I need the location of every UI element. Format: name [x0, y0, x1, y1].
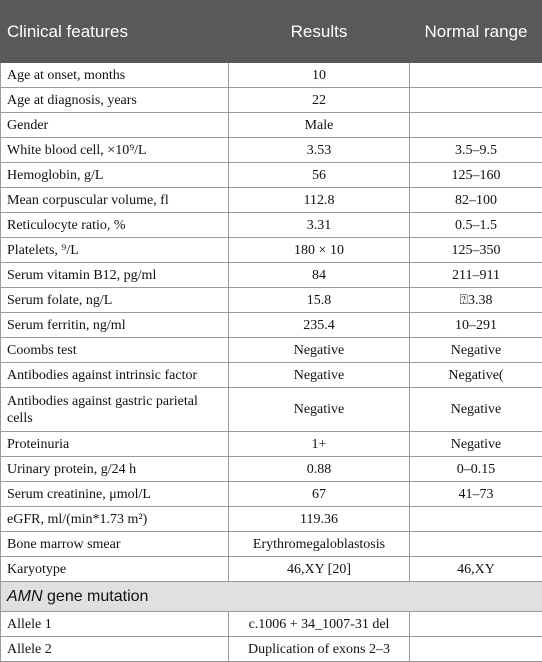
- table-cell: Negative: [410, 388, 542, 432]
- header-cell: Normal range: [410, 1, 542, 63]
- table-cell: Negative: [229, 388, 410, 432]
- header-cell: Results: [229, 1, 410, 63]
- table-cell: Negative: [229, 363, 410, 388]
- table-cell: Age at diagnosis, years: [1, 88, 229, 113]
- table-cell: Mean corpuscular volume, fl: [1, 188, 229, 213]
- table-cell: 82–100: [410, 188, 542, 213]
- table-cell: [410, 63, 542, 88]
- table-cell: 46,XY [20]: [229, 557, 410, 582]
- header-cell: Clinical features: [1, 1, 229, 63]
- table-cell: [410, 532, 542, 557]
- table-cell: 22: [229, 88, 410, 113]
- table-cell: Negative: [410, 432, 542, 457]
- table-cell: Age at onset, months: [1, 63, 229, 88]
- table-row: eGFR, ml/(min*1.73 m²)119.36: [1, 507, 542, 532]
- header-row: Clinical features Results Normal range: [1, 1, 542, 63]
- table-cell: 56: [229, 163, 410, 188]
- table-cell: Serum vitamin B12, pg/ml: [1, 263, 229, 288]
- table-cell: c.1006 + 34_1007-31 del: [229, 612, 410, 637]
- table-cell: Coombs test: [1, 338, 229, 363]
- table-cell: Allele 1: [1, 612, 229, 637]
- table-cell: Serum ferritin, ng/ml: [1, 313, 229, 338]
- table-cell: [410, 637, 542, 662]
- table-cell: Platelets, ⁹/L: [1, 238, 229, 263]
- table-cell: 125–160: [410, 163, 542, 188]
- table-cell: White blood cell, ×10⁹/L: [1, 138, 229, 163]
- table-cell: 235.4: [229, 313, 410, 338]
- table-cell: 3.31: [229, 213, 410, 238]
- table-cell: Antibodies against intrinsic factor: [1, 363, 229, 388]
- table-cell: 1+: [229, 432, 410, 457]
- table-cell: 180 × 10: [229, 238, 410, 263]
- table-cell: 41–73: [410, 482, 542, 507]
- section-cell: AMN gene mutation: [1, 582, 542, 612]
- table-cell: Serum folate, ng/L: [1, 288, 229, 313]
- table-cell: [410, 612, 542, 637]
- table-cell: Duplication of exons 2–3: [229, 637, 410, 662]
- table-cell: Reticulocyte ratio, %: [1, 213, 229, 238]
- table-cell: 3.53: [229, 138, 410, 163]
- table-cell: Negative: [229, 338, 410, 363]
- table-cell: [410, 507, 542, 532]
- table-cell: 125–350: [410, 238, 542, 263]
- table-cell: 84: [229, 263, 410, 288]
- table-cell: Hemoglobin, g/L: [1, 163, 229, 188]
- table-cell: Male: [229, 113, 410, 138]
- table-row: Antibodies against gastric parietal cell…: [1, 388, 542, 432]
- table-cell: Serum creatinine, μmol/L: [1, 482, 229, 507]
- table-cell: 0.88: [229, 457, 410, 482]
- table-cell: 0–0.15: [410, 457, 542, 482]
- table-cell: 3.5–9.5: [410, 138, 542, 163]
- table-cell: 0.5–1.5: [410, 213, 542, 238]
- table-cell: 10–291: [410, 313, 542, 338]
- table-cell: Urinary protein, g/24 h: [1, 457, 229, 482]
- table-cell: 67: [229, 482, 410, 507]
- table-cell: [410, 88, 542, 113]
- section-text: gene mutation: [47, 588, 148, 605]
- section-italic: AMN: [7, 588, 43, 605]
- table-cell: Allele 2: [1, 637, 229, 662]
- table-cell: Gender: [1, 113, 229, 138]
- table-cell: ⍰3.38: [410, 288, 542, 313]
- table-cell: Negative: [410, 338, 542, 363]
- table-cell: Negative(: [410, 363, 542, 388]
- table-cell: 15.8: [229, 288, 410, 313]
- table-cell: [410, 113, 542, 138]
- table-cell: 211–911: [410, 263, 542, 288]
- table-cell: Erythromegaloblastosis: [229, 532, 410, 557]
- table-cell: 112.8: [229, 188, 410, 213]
- table-cell: eGFR, ml/(min*1.73 m²): [1, 507, 229, 532]
- table-cell: Proteinuria: [1, 432, 229, 457]
- table-cell: Karyotype: [1, 557, 229, 582]
- table-cell: Bone marrow smear: [1, 532, 229, 557]
- table-cell: 46,XY: [410, 557, 542, 582]
- section-row: AMN gene mutation: [1, 582, 542, 612]
- table-cell: Antibodies against gastric parietal cell…: [1, 388, 229, 432]
- table-cell: 10: [229, 63, 410, 88]
- table-cell: 119.36: [229, 507, 410, 532]
